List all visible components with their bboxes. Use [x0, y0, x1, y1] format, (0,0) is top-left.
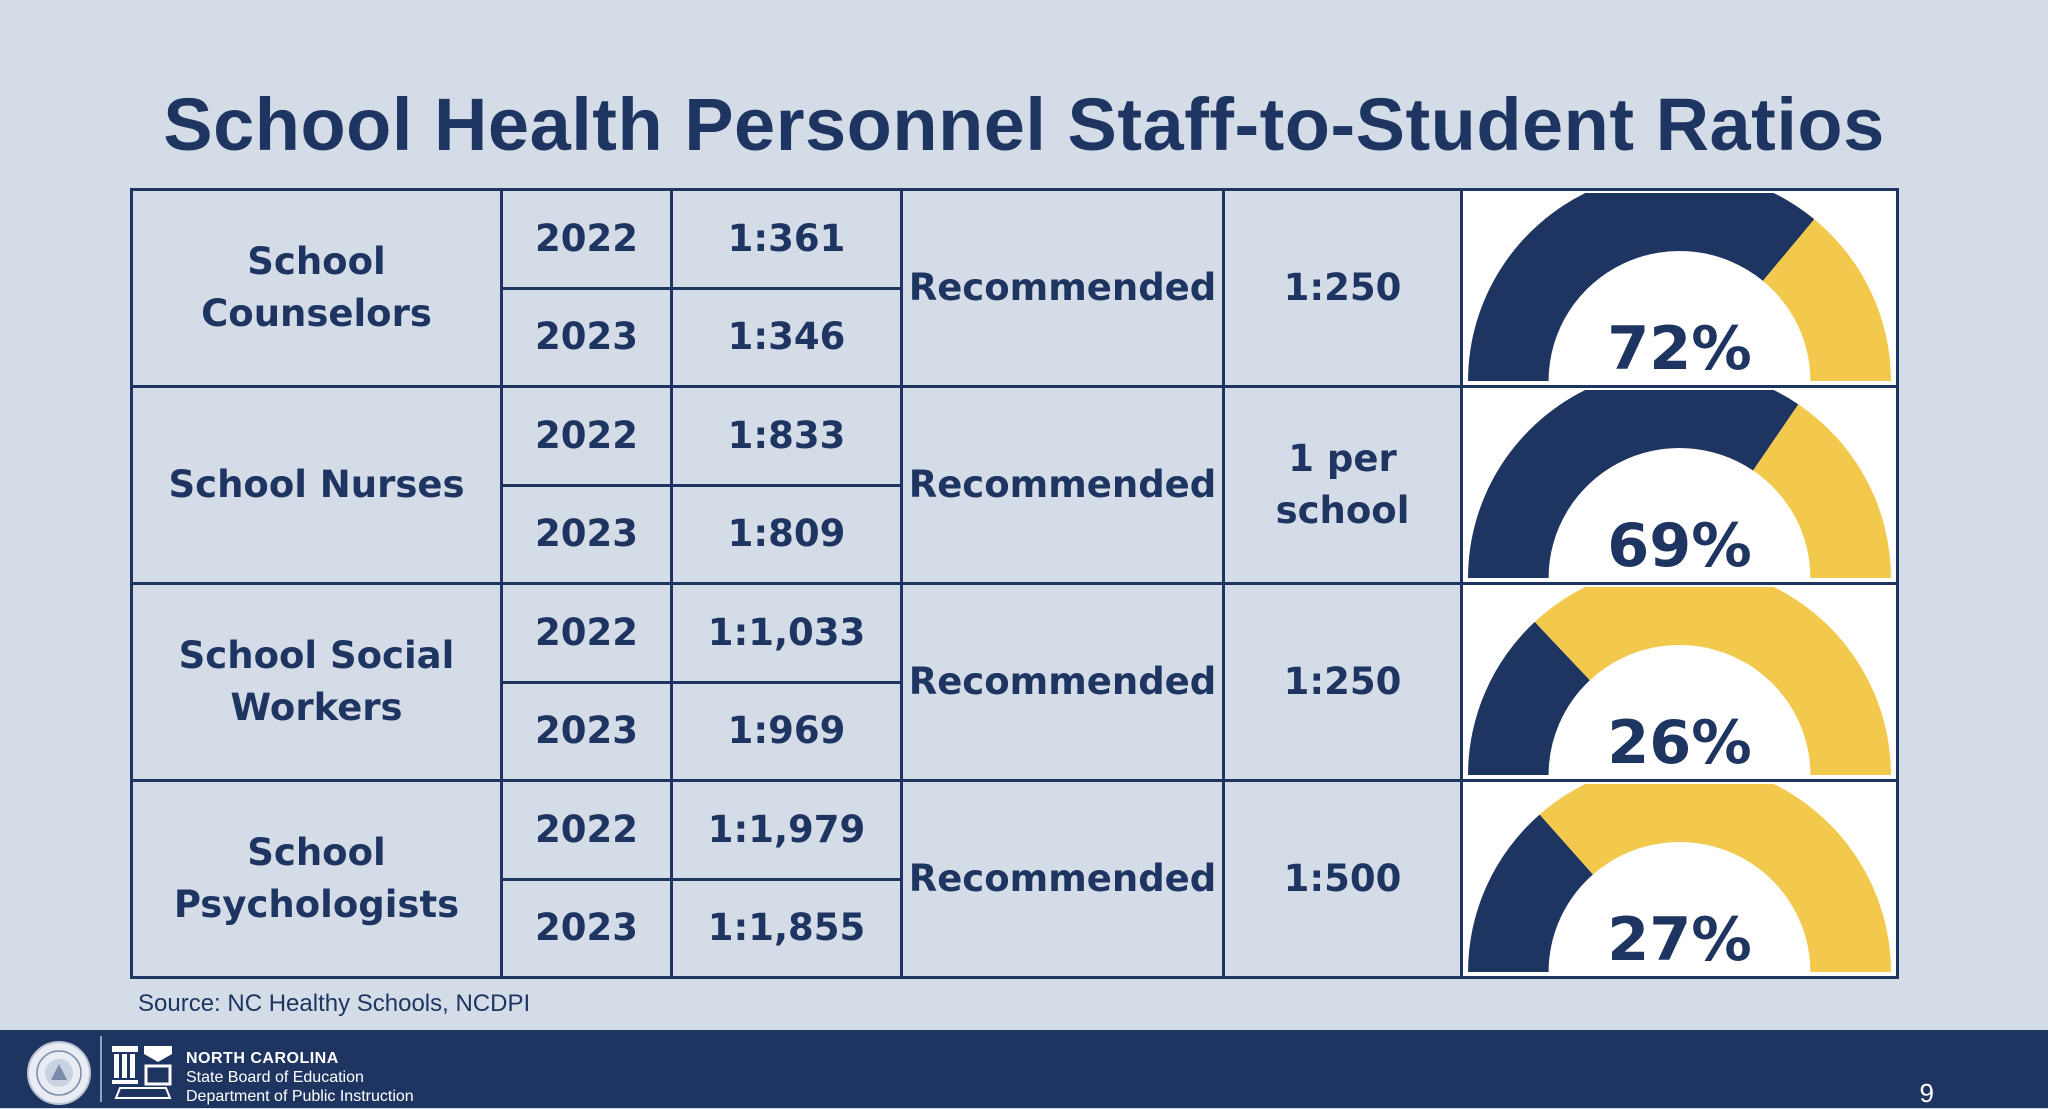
ratio-cell: 1:969 — [670, 680, 903, 782]
gauge-cell: 69% — [1460, 385, 1899, 585]
role-cell: School Counselors — [130, 188, 503, 388]
org-board: State Board of Education — [186, 1069, 364, 1086]
ratio-cell: 1:346 — [670, 286, 903, 388]
gauge-filled-segment — [1468, 389, 1799, 578]
gauge-percent-label: 72% — [1607, 314, 1752, 384]
gauge-cell: 26% — [1460, 582, 1899, 782]
dpi-logo-icon — [112, 1046, 172, 1099]
org-department: Department of Public Instruction — [186, 1088, 414, 1105]
table-row: 2023 1:969 — [132, 680, 1898, 782]
page-number: 9 — [1919, 1078, 1934, 1108]
gauge-cell: 72% — [1460, 188, 1899, 388]
recommended-value: 1:250 — [1222, 188, 1463, 388]
table-row: School Social Workers 2022 1:1,033 Recom… — [130, 582, 1899, 782]
gauge-filled-segment — [1468, 192, 1815, 381]
role-label: School Social Workers — [178, 634, 455, 729]
ratio-cell: 1:1,033 — [670, 582, 903, 684]
recommended-label: Recommended — [900, 582, 1225, 782]
org-state: NORTH CAROLINA — [186, 1050, 339, 1067]
table-row: School Psychologists 2022 1:1,979 Recomm… — [130, 779, 1899, 979]
footer-divider — [100, 1036, 102, 1102]
recommended-label: Recommended — [900, 779, 1225, 979]
org-name: NORTH CAROLINA State Board of Education … — [186, 1049, 414, 1106]
year-cell: 2022 — [500, 779, 673, 881]
gauge-remaining-segment — [1762, 218, 1891, 381]
gauge-cell: 27% — [1460, 779, 1899, 979]
gauge-chart: 27% — [1468, 783, 1891, 975]
recommended-value: 1:500 — [1222, 779, 1463, 979]
table-row: School Nurses 2022 1:833 Recommended 1 p… — [130, 385, 1899, 585]
role-cell: School Psychologists — [130, 779, 503, 979]
gauge-filled-segment — [1468, 813, 1593, 972]
table-row: 2023 1:1,855 — [132, 877, 1898, 979]
recommended-value: 1 per school — [1222, 385, 1463, 585]
ratio-cell: 1:809 — [670, 483, 903, 585]
year-cell: 2023 — [500, 483, 673, 585]
gauge-remaining-segment — [1753, 403, 1891, 578]
state-seal-icon — [27, 1041, 91, 1105]
gauge-chart: 69% — [1468, 389, 1891, 581]
source-note: Source: NC Healthy Schools, NCDPI — [138, 990, 531, 1017]
role-label: School Counselors — [201, 240, 432, 335]
year-cell: 2022 — [500, 188, 673, 290]
year-cell: 2022 — [500, 385, 673, 487]
gauge-percent-label: 26% — [1607, 708, 1752, 778]
table-row: 2023 1:346 — [132, 286, 1898, 388]
slide-title: School Health Personnel Staff-to-Student… — [163, 83, 1885, 166]
ratio-cell: 1:833 — [670, 385, 903, 487]
gauge-remaining-segment — [1534, 586, 1891, 775]
year-cell: 2022 — [500, 582, 673, 684]
recommended-value: 1:250 — [1222, 582, 1463, 782]
gauge-filled-segment — [1468, 621, 1590, 775]
year-cell: 2023 — [500, 877, 673, 979]
year-cell: 2023 — [500, 286, 673, 388]
gauge-chart: 26% — [1468, 586, 1891, 778]
ratio-cell: 1:1,855 — [670, 877, 903, 979]
ratio-cell: 1:361 — [670, 188, 903, 290]
role-cell: School Social Workers — [130, 582, 503, 782]
footer-bar: NORTH CAROLINA State Board of Education … — [0, 1030, 2048, 1108]
ratio-cell: 1:1,979 — [670, 779, 903, 881]
table-row: 2023 1:809 — [132, 483, 1898, 585]
gauge-chart: 72% — [1468, 192, 1891, 384]
role-label: School Nurses — [168, 463, 465, 507]
recommended-label: Recommended — [900, 188, 1225, 388]
gauge-remaining-segment — [1539, 783, 1891, 972]
gauge-percent-label: 27% — [1607, 905, 1752, 975]
gauge-percent-label: 69% — [1607, 511, 1752, 581]
table-row: School Counselors 2022 1:361 Recommended… — [130, 188, 1899, 388]
role-cell: School Nurses — [130, 385, 503, 585]
recommended-label: Recommended — [900, 385, 1225, 585]
ratios-table: School Counselors 2022 1:361 Recommended… — [130, 188, 1899, 979]
role-label: School Psychologists — [173, 831, 460, 926]
year-cell: 2023 — [500, 680, 673, 782]
